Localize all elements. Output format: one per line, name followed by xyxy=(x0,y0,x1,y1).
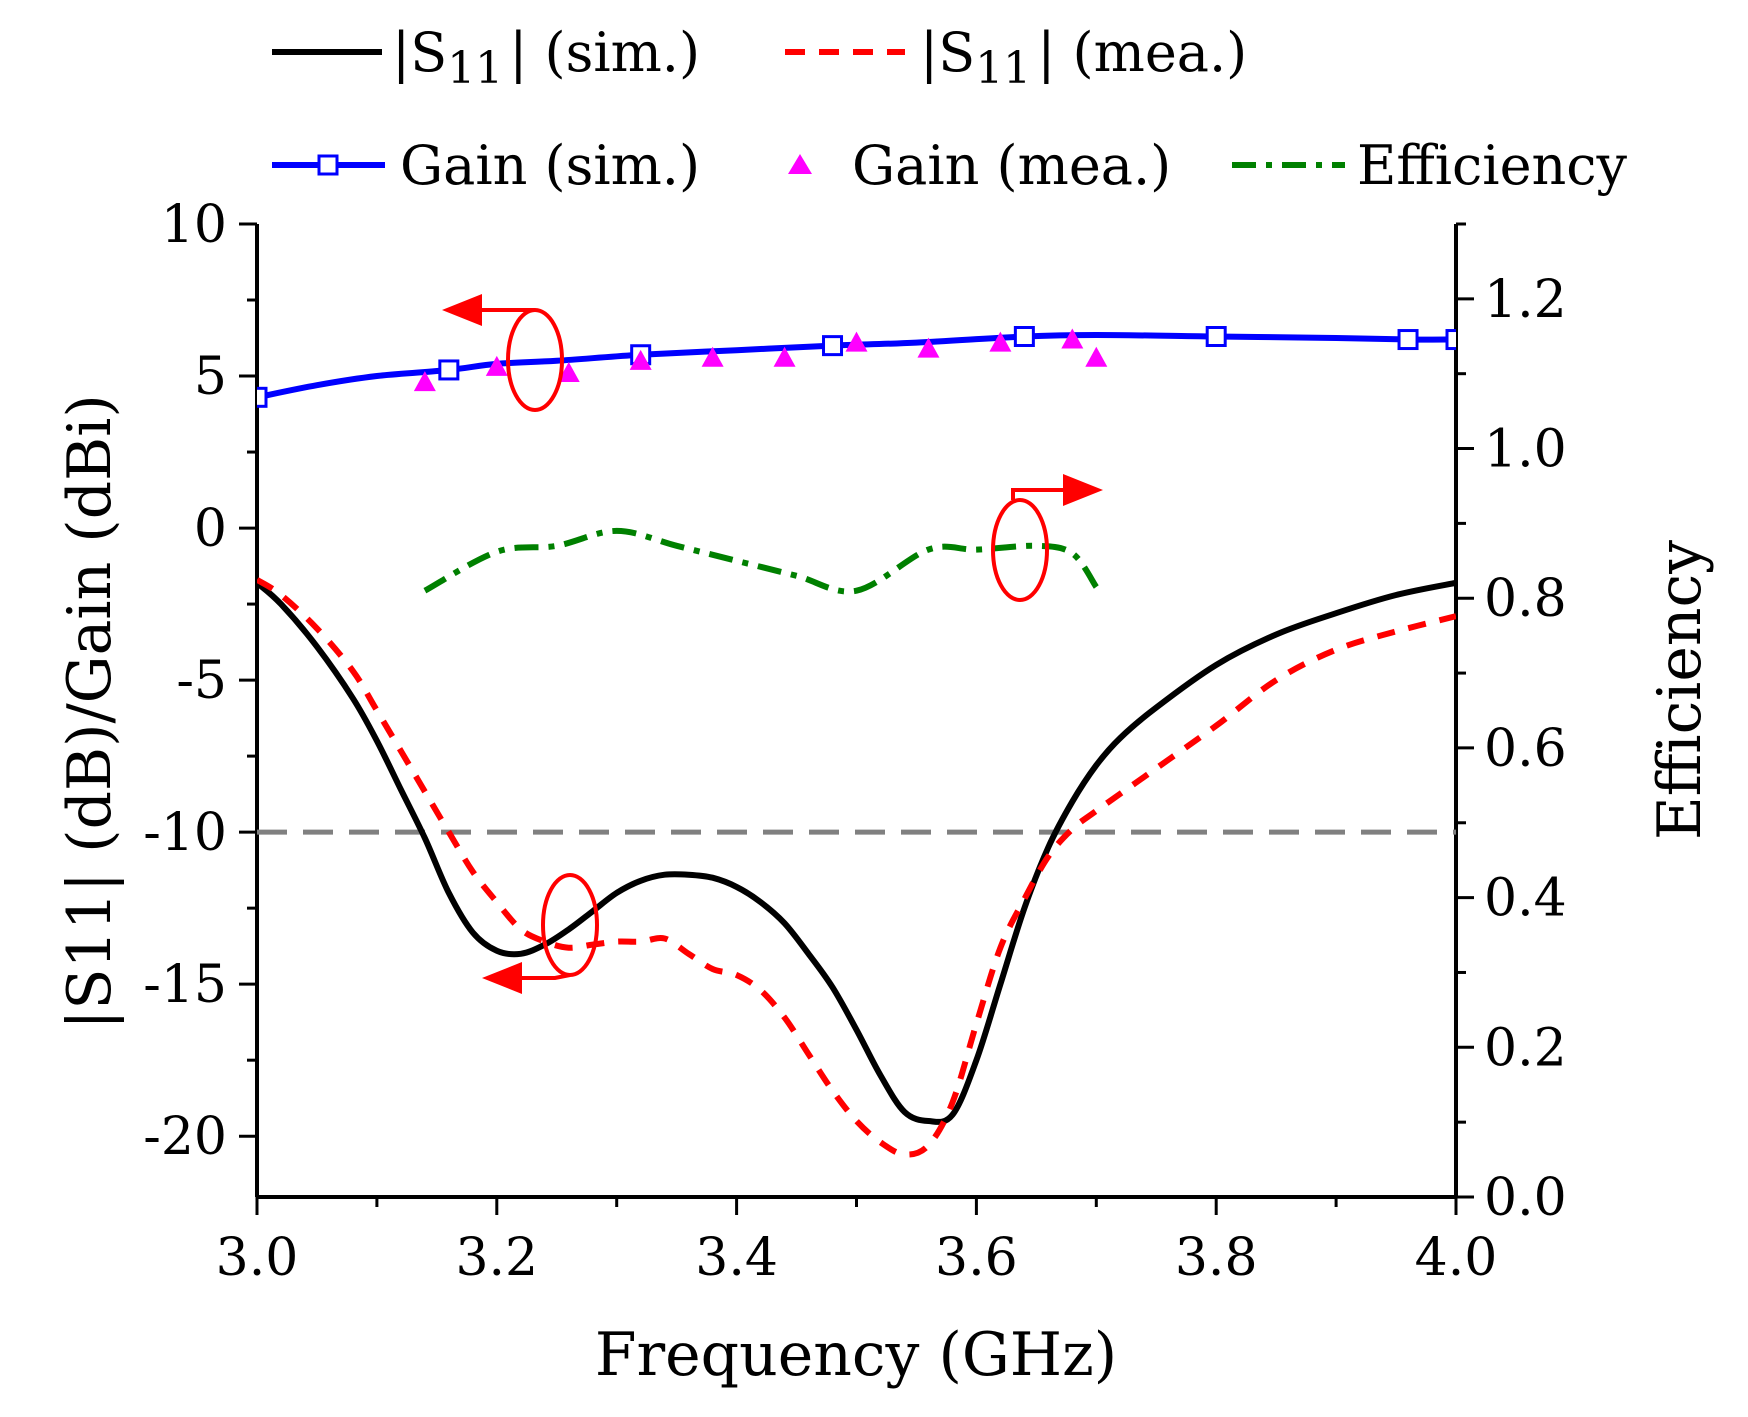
annotation-ellipse-efficiency xyxy=(991,498,1049,602)
legend-item-gain-sim: Gain (sim.) xyxy=(272,134,700,197)
y-right-tick-label: 0.8 xyxy=(1484,569,1567,629)
legend-efficiency-label: Efficiency xyxy=(1357,134,1628,197)
x-tick-label: 3.8 xyxy=(1175,1228,1258,1288)
marker-gain-sim xyxy=(1445,329,1456,351)
marker-gain-mea xyxy=(413,371,436,392)
svg-text:|S11| (mea.): |S11 | (mea.) xyxy=(920,21,1247,94)
legend-s11-mea-suffix: | (mea.) xyxy=(1037,21,1247,84)
y-right-tick-label: 1.2 xyxy=(1484,270,1567,330)
x-tick-label: 3.0 xyxy=(216,1228,299,1288)
marker-gain-mea xyxy=(485,355,508,376)
x-tick-label: 3.4 xyxy=(695,1228,778,1288)
x-tick-label: 4.0 xyxy=(1415,1228,1498,1288)
y-right-tick-label: 0.2 xyxy=(1484,1018,1567,1078)
x-axis-title: Frequency (GHz) xyxy=(595,1320,1117,1390)
marker-gain-mea xyxy=(773,346,796,367)
annotation-efficiency-right xyxy=(991,474,1103,602)
y-right-tick-label: 0.6 xyxy=(1484,719,1567,779)
legend-item-s11-sim: |S11 | (sim.) xyxy=(272,21,700,94)
legend-item-s11-mea: |S11 | (mea.) xyxy=(785,21,1247,94)
legend-item-efficiency: Efficiency xyxy=(1232,134,1628,197)
legend-s11-prefix: |S xyxy=(392,21,447,84)
y-left-tick-label: -15 xyxy=(143,955,227,1015)
x-tick-label: 3.6 xyxy=(935,1228,1018,1288)
y-left-tick-label: 0 xyxy=(194,499,227,559)
annotation-gain-left xyxy=(442,294,564,412)
marker-gain-mea xyxy=(917,337,940,358)
annotation-s11-left xyxy=(482,873,599,994)
y-right-tick-label: 0.4 xyxy=(1484,869,1567,929)
svg-text:|S11| (sim.): |S11 | (sim.) xyxy=(392,21,700,94)
annotation-arrow-efficiency xyxy=(1011,474,1103,506)
series-line-efficiency xyxy=(423,527,1099,595)
ticks xyxy=(239,222,1474,1215)
legend-marker-gain-sim xyxy=(317,154,339,176)
annotation-arrow-s11 xyxy=(482,962,571,994)
y-right-tick-label: 0.0 xyxy=(1484,1168,1567,1228)
legend-item-gain-mea: Gain (mea.) xyxy=(788,134,1171,197)
y-left-axis-title: |S11| (dB)/Gain (dBi) xyxy=(55,394,125,1030)
marker-gain-sim xyxy=(1205,326,1227,348)
legend: |S11 | (sim.) |S11 | (mea.) Gain (sim.) Ga… xyxy=(272,21,1628,197)
legend-s11-sub-2: 11 xyxy=(975,43,1031,94)
x-tick-label: 3.2 xyxy=(455,1228,538,1288)
y-left-tick-label: 10 xyxy=(161,195,227,255)
marker-gain-sim xyxy=(1397,329,1419,351)
y-right-tick-label: 1.0 xyxy=(1484,420,1567,480)
series-line-s11-mea xyxy=(257,577,1456,1158)
series-line-s11-sim xyxy=(257,579,1456,1125)
legend-gain-sim-label: Gain (sim.) xyxy=(400,134,700,197)
legend-s11-prefix-2: |S xyxy=(920,21,975,84)
annotations xyxy=(442,294,1103,994)
legend-s11-sub: 11 xyxy=(447,43,503,94)
y-right-axis-title: Efficiency xyxy=(1645,540,1715,840)
y-left-tick-label: -5 xyxy=(176,651,227,711)
marker-gain-sim xyxy=(438,359,460,381)
marker-gain-mea xyxy=(557,361,580,382)
marker-gain-mea xyxy=(1085,346,1108,367)
marker-gain-mea xyxy=(629,349,652,370)
legend-marker-gain-mea xyxy=(788,154,812,174)
y-left-tick-label: 5 xyxy=(194,347,227,407)
marker-gain-mea xyxy=(1061,328,1084,349)
y-left-tick-label: -10 xyxy=(143,803,227,863)
marker-gain-sim xyxy=(1013,326,1035,348)
legend-gain-mea-label: Gain (mea.) xyxy=(852,134,1171,197)
legend-s11-sim-suffix: | (sim.) xyxy=(509,21,700,84)
marker-gain-mea xyxy=(989,331,1012,352)
tick-labels: 3.0 3.2 3.4 3.6 3.8 4.0 10 5 0 -5 -10 -15 -20 1.2 1.0 0… xyxy=(143,195,1566,1288)
marker-gain-sim xyxy=(257,386,268,408)
marker-gain-mea xyxy=(701,346,724,367)
plot-area xyxy=(257,326,1456,1158)
y-left-tick-label: -20 xyxy=(143,1107,227,1167)
marker-gain-sim xyxy=(822,335,844,357)
marker-gain-mea xyxy=(845,331,868,352)
